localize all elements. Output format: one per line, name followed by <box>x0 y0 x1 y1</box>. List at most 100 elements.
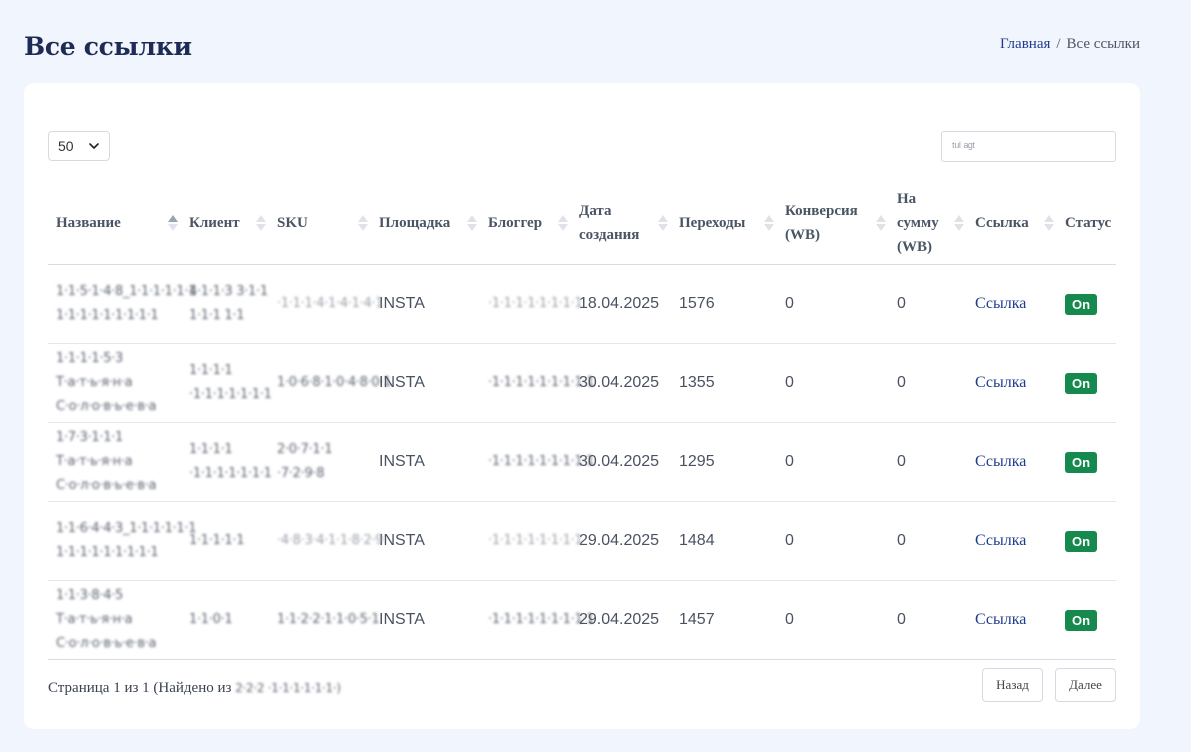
cell-amount: 0 <box>889 343 967 423</box>
cell-conversion: 0 <box>777 264 889 344</box>
cell-client: 1·1·1·1 ·1·1·1·1·1·1·1 <box>181 343 272 423</box>
cell-link: Ссылка <box>967 264 1057 344</box>
cell-date: 30.04.2025 <box>571 343 671 423</box>
page-header: Все ссылки Главная / Все ссылки <box>24 28 1140 72</box>
cell-date: 29.04.2025 <box>571 501 671 581</box>
cell-clicks: 1355 <box>671 343 777 423</box>
sort-icon <box>357 213 368 233</box>
cell-status: On <box>1057 343 1116 423</box>
col-header-name[interactable]: Название <box>48 181 181 265</box>
sort-icon <box>167 213 178 233</box>
cell-amount: 0 <box>889 501 967 581</box>
table-row: 1·1·6·4·4·3_1·1·1·1·1·1 1·1·1·1·1·1·1·1·… <box>48 501 1116 581</box>
cell-clicks: 1576 <box>671 264 777 344</box>
sort-icon <box>657 213 668 233</box>
cell-date: 29.04.2025 <box>571 580 671 660</box>
breadcrumb: Главная / Все ссылки <box>1000 36 1140 53</box>
page-size-select[interactable]: 50 <box>48 131 110 161</box>
cell-sku: 1·0·6·8·1·0·4·8·0·1 <box>269 343 392 423</box>
status-badge[interactable]: On <box>1065 609 1098 631</box>
pagination-info-text: Страница 1 из 1 (Найдено из <box>48 680 232 696</box>
row-link[interactable]: Ссылка <box>975 374 1027 391</box>
cell-amount: 0 <box>889 264 967 344</box>
col-header-clicks[interactable]: Переходы <box>671 181 777 265</box>
col-header-status[interactable]: Статус <box>1057 181 1116 265</box>
col-header-client[interactable]: Клиент <box>181 181 269 265</box>
col-header-conversion[interactable]: Конверсия (WB) <box>777 181 889 265</box>
cell-platform: INSTA <box>371 501 480 581</box>
cell-status: On <box>1057 264 1116 344</box>
prev-page-button[interactable]: Назад <box>982 668 1043 702</box>
cell-name: 1·1·3·8·4·5 Т·а·т·ь·я·н·а С·о·л·о·в·ь·е·… <box>48 580 181 660</box>
sort-icon <box>875 213 886 233</box>
cell-clicks: 1457 <box>671 580 777 660</box>
row-link[interactable]: Ссылка <box>975 611 1027 628</box>
cell-name: 1·1·6·4·4·3_1·1·1·1·1·1 1·1·1·1·1·1·1·1·… <box>48 501 196 581</box>
breadcrumb-home-link[interactable]: Главная <box>1000 36 1051 52</box>
cell-blogger: ·1·1·1·1·1·1·1·1·1 <box>480 580 595 660</box>
sort-icon <box>953 213 964 233</box>
cell-link: Ссылка <box>967 343 1057 423</box>
chevron-down-icon <box>88 143 99 149</box>
status-badge[interactable]: On <box>1065 530 1098 552</box>
cell-status: On <box>1057 422 1116 502</box>
search-input[interactable] <box>941 131 1116 162</box>
cell-platform: INSTA <box>371 422 480 502</box>
cell-clicks: 1295 <box>671 422 777 502</box>
cell-conversion: 0 <box>777 343 889 423</box>
status-badge[interactable]: On <box>1065 372 1098 394</box>
cell-sku: 1·1·2·2·1·1·0·5·1 <box>269 580 380 660</box>
table-row: 1·1·5·1·4·8_1·1·1·1·1·1 1·1·1·1·1·1·1·1·… <box>48 264 1116 344</box>
cell-blogger: ·1·1·1·1·1·1·1·1·1 <box>480 422 595 502</box>
cell-date: 18.04.2025 <box>571 264 671 344</box>
table-row: 1·7·3·1·1·1 Т·а·т·ь·я·н·а С·о·л·о·в·ь·е·… <box>48 422 1116 502</box>
cell-blogger: ·1·1·1·1·1·1·1·1 <box>480 501 583 581</box>
cell-client: 4·1·1·3 3·1·1 1·1·1 1·1 <box>181 264 269 344</box>
cell-blogger: ·1·1·1·1·1·1·1·1·1 <box>480 343 595 423</box>
col-header-link[interactable]: Ссылка <box>967 181 1057 265</box>
links-table: Название Клиент SKU Площадка Блоггер Дат… <box>48 181 1116 660</box>
cell-client: 1·1·1·1 ·1·1·1·1·1·1·1 <box>181 422 272 502</box>
cell-status: On <box>1057 501 1116 581</box>
status-badge[interactable]: On <box>1065 451 1098 473</box>
cell-sku: ·4·8·3·4·1·1·8·2·9 <box>269 501 384 581</box>
page-title: Все ссылки <box>24 32 192 61</box>
cell-platform: INSTA <box>371 343 480 423</box>
cell-conversion: 0 <box>777 422 889 502</box>
page-size-value: 50 <box>58 138 74 154</box>
cell-conversion: 0 <box>777 501 889 581</box>
cell-client: 1·1·0·1 <box>181 580 269 660</box>
row-link[interactable]: Ссылка <box>975 453 1027 470</box>
cell-link: Ссылка <box>967 501 1057 581</box>
pagination-info-count: 2·2·2 ·1·1·1·1·1·1·) <box>235 681 341 695</box>
row-link[interactable]: Ссылка <box>975 295 1027 312</box>
cell-sku: ·1·1·1·4·1·4·1·4·1 <box>269 264 384 344</box>
next-page-button[interactable]: Далее <box>1055 668 1116 702</box>
breadcrumb-separator: / <box>1056 36 1061 52</box>
cell-conversion: 0 <box>777 580 889 660</box>
col-header-amount[interactable]: На сумму (WB) <box>889 181 967 265</box>
cell-amount: 0 <box>889 422 967 502</box>
pagination-info: Страница 1 из 1 (Найдено из 2·2·2 ·1·1·1… <box>48 676 341 700</box>
status-badge[interactable]: On <box>1065 293 1098 315</box>
table-row: 1·1·3·8·4·5 Т·а·т·ь·я·н·а С·о·л·о·в·ь·е·… <box>48 580 1116 660</box>
cell-client: 1·1·1·1·1 <box>181 501 269 581</box>
cell-status: On <box>1057 580 1116 660</box>
sort-icon <box>1043 213 1054 233</box>
cell-name: 1·1·5·1·4·8_1·1·1·1·1·1 1·1·1·1·1·1·1·1·… <box>48 264 196 344</box>
cell-name: 1·7·3·1·1·1 Т·а·т·ь·я·н·а С·о·л·о·в·ь·е·… <box>48 422 181 502</box>
cell-blogger: ·1·1·1·1·1·1·1·1 <box>480 264 583 344</box>
col-header-date[interactable]: Дата создания <box>571 181 671 265</box>
row-link[interactable]: Ссылка <box>975 532 1027 549</box>
breadcrumb-current: Все ссылки <box>1066 36 1140 52</box>
col-header-sku[interactable]: SKU <box>269 181 371 265</box>
col-header-platform[interactable]: Площадка <box>371 181 480 265</box>
cell-platform: INSTA <box>371 580 480 660</box>
sort-icon <box>255 213 266 233</box>
cell-amount: 0 <box>889 580 967 660</box>
sort-icon <box>466 213 477 233</box>
table-header-row: Название Клиент SKU Площадка Блоггер Дат… <box>48 181 1116 265</box>
cell-clicks: 1484 <box>671 501 777 581</box>
sort-icon <box>763 213 774 233</box>
col-header-blogger[interactable]: Блоггер <box>480 181 571 265</box>
